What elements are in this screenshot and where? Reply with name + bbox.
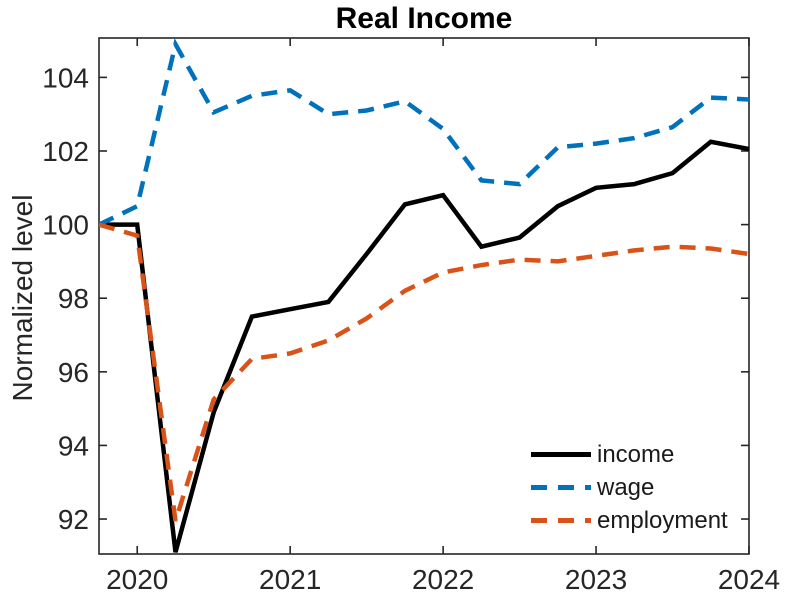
legend-label-wage: wage: [597, 474, 655, 501]
series-line-wage: [99, 38, 749, 227]
y-tick-label: 104: [42, 62, 89, 93]
legend-label-employment: employment: [597, 507, 728, 534]
legend-item-wage: wage: [531, 471, 728, 504]
legend: income wage employment: [531, 438, 728, 537]
legend-item-employment: employment: [531, 504, 728, 537]
chart-title: Real Income: [335, 2, 513, 35]
y-tick-label: 102: [42, 136, 89, 167]
legend-line-sample-income: [531, 452, 591, 457]
x-tick-label: 2020: [106, 564, 168, 595]
y-tick-label: 100: [42, 210, 89, 241]
legend-line-sample-wage: [531, 485, 591, 490]
y-tick-label: 98: [58, 283, 89, 314]
x-tick-label: 2021: [259, 564, 321, 595]
x-tick-label: 2024: [718, 564, 780, 595]
y-tick-label: 92: [58, 504, 89, 535]
legend-item-income: income: [531, 438, 728, 471]
series-line-income: [99, 139, 749, 553]
axes-box: [98, 37, 750, 555]
x-tick-label: 2023: [565, 564, 627, 595]
y-tick-label: 94: [58, 430, 89, 461]
y-tick-label: 96: [58, 357, 89, 388]
series-line-employment: [99, 222, 749, 522]
legend-line-sample-employment: [531, 518, 591, 523]
legend-label-income: income: [597, 441, 675, 468]
x-tick-label: 2022: [412, 564, 474, 595]
